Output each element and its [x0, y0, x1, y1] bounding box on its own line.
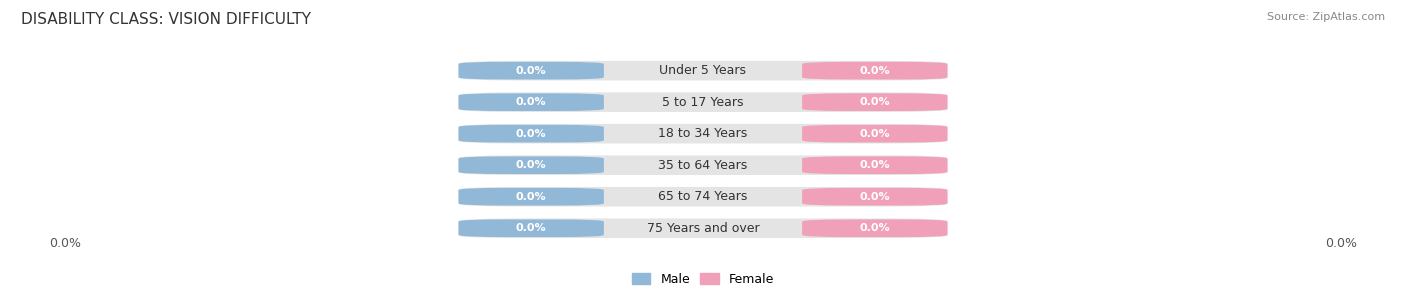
Text: 0.0%: 0.0% — [859, 66, 890, 76]
Text: 65 to 74 Years: 65 to 74 Years — [658, 190, 748, 203]
Legend: Male, Female: Male, Female — [627, 268, 779, 291]
FancyBboxPatch shape — [458, 93, 605, 111]
FancyBboxPatch shape — [801, 93, 948, 111]
FancyBboxPatch shape — [801, 219, 948, 237]
Text: Source: ZipAtlas.com: Source: ZipAtlas.com — [1267, 12, 1385, 22]
FancyBboxPatch shape — [458, 218, 948, 238]
FancyBboxPatch shape — [801, 188, 948, 206]
Text: 5 to 17 Years: 5 to 17 Years — [662, 96, 744, 109]
Text: 0.0%: 0.0% — [516, 129, 547, 139]
Text: 18 to 34 Years: 18 to 34 Years — [658, 127, 748, 140]
Text: 0.0%: 0.0% — [516, 160, 547, 170]
Text: 75 Years and over: 75 Years and over — [647, 222, 759, 235]
Text: 0.0%: 0.0% — [516, 97, 547, 107]
FancyBboxPatch shape — [458, 125, 605, 142]
FancyBboxPatch shape — [458, 92, 948, 112]
FancyBboxPatch shape — [458, 62, 605, 80]
Text: 0.0%: 0.0% — [859, 223, 890, 233]
FancyBboxPatch shape — [801, 156, 948, 174]
FancyBboxPatch shape — [458, 124, 948, 143]
Text: DISABILITY CLASS: VISION DIFFICULTY: DISABILITY CLASS: VISION DIFFICULTY — [21, 12, 311, 27]
Text: 35 to 64 Years: 35 to 64 Years — [658, 159, 748, 172]
Text: 0.0%: 0.0% — [859, 192, 890, 202]
FancyBboxPatch shape — [458, 219, 605, 237]
Text: 0.0%: 0.0% — [516, 192, 547, 202]
Text: 0.0%: 0.0% — [1326, 237, 1357, 250]
Text: 0.0%: 0.0% — [859, 97, 890, 107]
Text: 0.0%: 0.0% — [859, 129, 890, 139]
Text: 0.0%: 0.0% — [516, 66, 547, 76]
FancyBboxPatch shape — [458, 187, 948, 206]
FancyBboxPatch shape — [458, 61, 948, 81]
Text: 0.0%: 0.0% — [49, 237, 80, 250]
FancyBboxPatch shape — [801, 62, 948, 80]
Text: Under 5 Years: Under 5 Years — [659, 64, 747, 77]
Text: 0.0%: 0.0% — [859, 160, 890, 170]
FancyBboxPatch shape — [458, 188, 605, 206]
FancyBboxPatch shape — [458, 156, 948, 175]
FancyBboxPatch shape — [801, 125, 948, 142]
FancyBboxPatch shape — [458, 156, 605, 174]
Text: 0.0%: 0.0% — [516, 223, 547, 233]
